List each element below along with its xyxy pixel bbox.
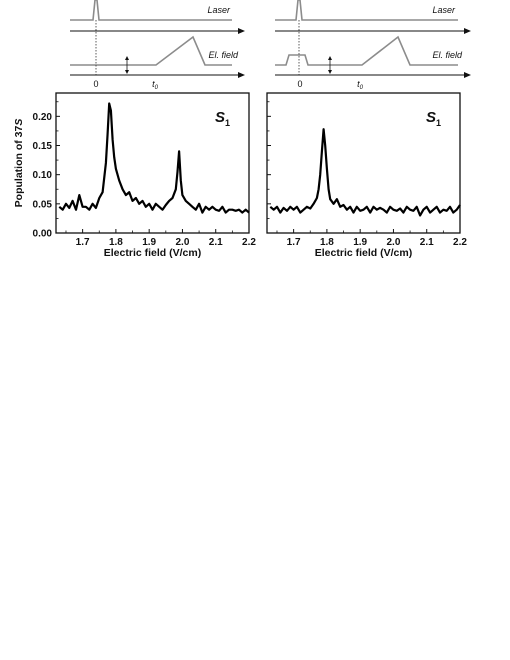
offset-arrow-up-left [125, 56, 129, 60]
timing-diagram-right: Laser El. field 0 t0 [275, 0, 471, 91]
time-axis-1-arrow-right [464, 28, 471, 34]
x-tick-label-right-1: 1.8 [320, 237, 334, 248]
field-label-left: El. field [208, 50, 239, 60]
x-tick-label-right-3: 2.0 [386, 237, 400, 248]
panel-label-right: S1 [426, 109, 441, 128]
data-line-left-0 [58, 102, 250, 214]
field-trace-right [275, 35, 458, 66]
y-axis-label-left: Population of 37S [13, 119, 25, 208]
timing-diagram-left: Laser El. field 0 t0 [70, 0, 245, 91]
y-tick-label-left-4: 0.20 [33, 112, 53, 123]
laser-pulse-right [275, 0, 458, 21]
y-tick-label-left-0: 0.00 [33, 229, 53, 240]
laser-pulse-left [70, 0, 232, 21]
offset-arrow-down-right [328, 70, 332, 74]
x-axis-label-left: Electric field (V/cm) [104, 247, 201, 259]
x-tick-label-left-3: 2.0 [175, 237, 189, 248]
x-tick-label-left-2: 1.9 [142, 237, 156, 248]
offset-arrow-up-right [328, 56, 332, 60]
field-label-right: El. field [432, 50, 463, 60]
x-tick-label-right-4: 2.1 [420, 237, 434, 248]
t0-label-left: t0 [152, 79, 159, 91]
offset-arrow-down-left [125, 70, 129, 74]
x-tick-label-right-5: 2.2 [453, 237, 467, 248]
y-tick-label-left-1: 0.05 [33, 199, 53, 210]
time-axis-1-arrow-left [238, 28, 245, 34]
laser-label-right: Laser [432, 5, 456, 15]
plot-frame-right [266, 92, 461, 234]
x-tick-label-left-0: 1.7 [76, 237, 90, 248]
x-tick-label-right-0: 1.7 [287, 237, 301, 248]
y-tick-label-left-2: 0.10 [33, 170, 53, 181]
y-tick-label-left-3: 0.15 [33, 141, 53, 152]
x-axis-label-right: Electric field (V/cm) [315, 247, 412, 259]
plot-panel-left: 1.7 1.8 1.9 2.0 2.1 2.2 0.00 0.05 0.10 0.15 0.20 El… [13, 92, 256, 259]
plot-panel-right: 1.7 1.8 1.9 2.0 2.1 2.2 Electric field (V/cm) S… [266, 92, 467, 259]
panel-label-left: S1 [215, 109, 230, 128]
time-axis-2-arrow-left [238, 72, 245, 78]
plot-frame-left [55, 92, 250, 234]
t0-label-right: t0 [357, 79, 364, 91]
t-zero-label-right: 0 [297, 79, 302, 89]
data-line-right-0 [269, 128, 461, 217]
x-tick-label-left-4: 2.1 [209, 237, 223, 248]
laser-label-left: Laser [207, 5, 231, 15]
x-tick-label-left-5: 2.2 [242, 237, 256, 248]
x-tick-label-left-1: 1.8 [109, 237, 123, 248]
time-axis-2-arrow-right [464, 72, 471, 78]
x-tick-label-right-2: 1.9 [353, 237, 367, 248]
t-zero-label-left: 0 [93, 79, 98, 89]
